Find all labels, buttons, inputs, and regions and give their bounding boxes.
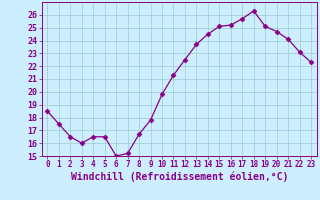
X-axis label: Windchill (Refroidissement éolien,°C): Windchill (Refroidissement éolien,°C) <box>70 172 288 182</box>
